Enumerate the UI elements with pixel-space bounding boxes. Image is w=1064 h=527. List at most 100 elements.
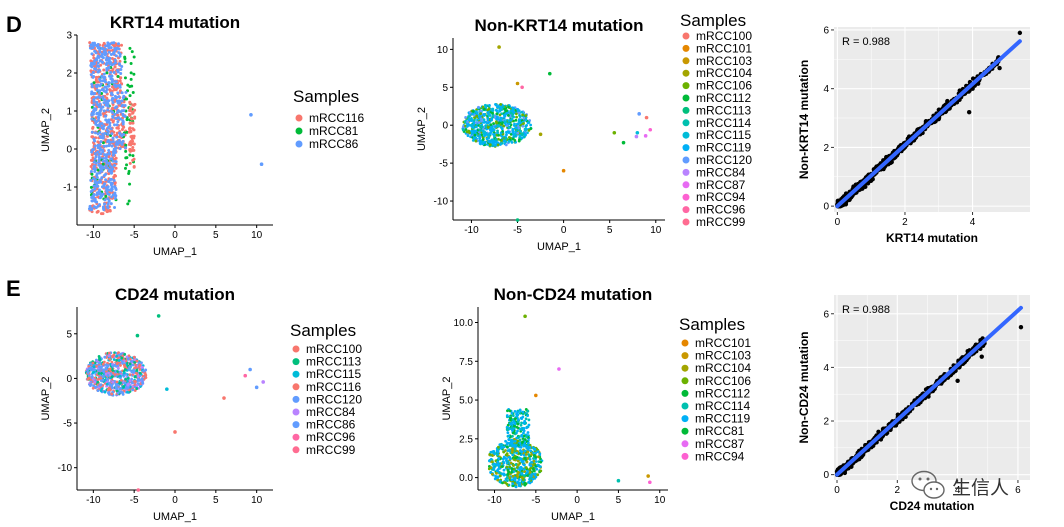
nonkrt14-cluster-point bbox=[519, 130, 522, 133]
krt14-cluster-point bbox=[132, 72, 136, 76]
cd24-cluster-point bbox=[102, 368, 106, 372]
krt14-cluster-point bbox=[132, 165, 136, 169]
krt14-title: KRT14 mutation bbox=[110, 13, 240, 32]
krt14-outlier-point bbox=[249, 113, 253, 117]
nonkrt14-cluster-point bbox=[502, 139, 506, 143]
krt14-cluster-point bbox=[111, 137, 115, 141]
krt14-cluster-point bbox=[93, 199, 97, 203]
krt14-cluster-point bbox=[92, 184, 96, 188]
noncd24-cluster-point bbox=[529, 449, 533, 453]
krt14-cluster-point bbox=[91, 126, 95, 130]
krt14-cluster-point bbox=[90, 90, 94, 94]
krt14-legend-key bbox=[295, 114, 303, 122]
krt14-y-tick-label: -1 bbox=[63, 183, 72, 194]
noncd24-cluster-point bbox=[497, 463, 501, 467]
krt14-cluster-point bbox=[90, 199, 94, 203]
krt14-cluster-point bbox=[111, 150, 115, 154]
nonkrt14-cluster-point bbox=[471, 139, 475, 142]
krt14-cluster-point bbox=[130, 117, 134, 121]
cd24-cluster-point bbox=[124, 385, 128, 389]
krt14-outlier-point bbox=[259, 162, 264, 166]
noncd24-cluster-point bbox=[528, 471, 532, 474]
krt14-cluster-point bbox=[101, 162, 105, 166]
cd24-cluster-point bbox=[124, 377, 127, 381]
krt14-cluster-point bbox=[110, 165, 114, 169]
nonkrt14-cluster-point bbox=[529, 123, 533, 127]
nonkrt14-legend-label: mRCC114 bbox=[696, 116, 751, 130]
krt14-cluster-point bbox=[128, 182, 132, 186]
krt14-cluster-point bbox=[94, 57, 98, 61]
cd24-cluster-point bbox=[103, 390, 107, 394]
cd24-y-tick-label: 5 bbox=[66, 329, 72, 340]
cd24-cluster-point bbox=[115, 358, 119, 362]
krt14-cluster-point bbox=[124, 90, 128, 94]
cd24-cluster-point bbox=[126, 376, 130, 380]
krt14-cluster-point bbox=[94, 51, 98, 55]
cd24-outlier-point bbox=[222, 396, 226, 400]
noncd24-cluster-point bbox=[512, 427, 516, 431]
krt14-cluster-point bbox=[96, 192, 100, 196]
krt14-cluster-point bbox=[121, 103, 125, 107]
noncd24-cluster-point bbox=[518, 411, 522, 415]
nonkrt14-cluster-point bbox=[495, 117, 498, 121]
noncd24-legend-label: mRCC87 bbox=[695, 437, 745, 451]
nonkrt14-legend-key bbox=[682, 57, 690, 65]
krt14-cluster-point bbox=[124, 156, 128, 160]
nonkrt14-outlier-point bbox=[643, 134, 648, 138]
krt14-cluster-point bbox=[90, 135, 94, 139]
noncd24-cluster-point bbox=[519, 457, 523, 461]
cd24-cluster-point bbox=[136, 375, 140, 378]
cd24-cluster-point bbox=[98, 384, 102, 387]
noncd24-cluster-point bbox=[512, 420, 516, 423]
krt14-cluster-point bbox=[109, 71, 113, 75]
krt14-cluster-point bbox=[94, 84, 98, 88]
cd24-cluster-point bbox=[107, 371, 110, 375]
nonkrt14-cluster-point bbox=[511, 131, 515, 134]
cd24-cluster-point bbox=[110, 383, 114, 387]
nonkrt14-cluster-point bbox=[517, 118, 521, 121]
cd24-cluster-point bbox=[133, 366, 137, 370]
noncd24-x-axis-label: UMAP_1 bbox=[551, 511, 595, 523]
noncd24-cluster-point bbox=[507, 434, 511, 438]
krt14-cluster-point bbox=[118, 117, 122, 121]
noncd24-legend-key bbox=[681, 427, 689, 435]
krt14-cluster-point bbox=[98, 77, 102, 81]
nonkrt14-cluster-point bbox=[475, 110, 478, 114]
cd24-cluster-point bbox=[104, 366, 108, 370]
krt14-cluster-point bbox=[118, 52, 122, 56]
krt14-cluster-point bbox=[113, 94, 117, 98]
krt14-cluster-point bbox=[90, 150, 94, 154]
krt14-cluster-point bbox=[95, 100, 99, 104]
krt14-cluster-point bbox=[96, 132, 100, 136]
krt14-cluster-point bbox=[91, 43, 95, 47]
krt14-cluster-point bbox=[127, 143, 131, 147]
cd24-cluster-point bbox=[131, 388, 135, 392]
krt14-cluster-point bbox=[128, 106, 132, 110]
cd24corr-y-tick-label: 4 bbox=[823, 363, 829, 374]
krt14-cluster-point bbox=[132, 136, 136, 140]
cd24-x-tick-label: -5 bbox=[130, 495, 139, 506]
krt14-cluster-point bbox=[114, 117, 118, 121]
krt14-cluster-point bbox=[94, 67, 98, 71]
cd24-cluster-point bbox=[100, 365, 104, 368]
cd24-cluster-point bbox=[92, 368, 96, 371]
krt14-cluster-point bbox=[108, 208, 112, 212]
noncd24-cluster-point bbox=[516, 475, 520, 479]
noncd24-cluster-point bbox=[502, 468, 506, 472]
nonkrt14-cluster-point bbox=[507, 126, 511, 129]
krt14-cluster-point bbox=[132, 128, 136, 132]
cd24-legend-key bbox=[292, 345, 300, 353]
krt14-cluster-point bbox=[92, 99, 96, 103]
noncd24-cluster-point bbox=[528, 457, 532, 461]
nonkrt14-cluster-point bbox=[467, 124, 471, 127]
krt14-cluster-point bbox=[123, 76, 127, 80]
nonkrt14-legend-title: Samples bbox=[680, 11, 746, 30]
cd24-y-tick-label: 0 bbox=[66, 374, 72, 385]
noncd24-legend-label: mRCC114 bbox=[695, 399, 750, 413]
krt14-cluster-point bbox=[113, 163, 117, 167]
krt14-cluster-point bbox=[120, 43, 124, 47]
noncd24-cluster-point bbox=[502, 472, 506, 476]
krt14-cluster-point bbox=[88, 41, 92, 45]
nonkrt14-cluster-point bbox=[515, 115, 518, 119]
